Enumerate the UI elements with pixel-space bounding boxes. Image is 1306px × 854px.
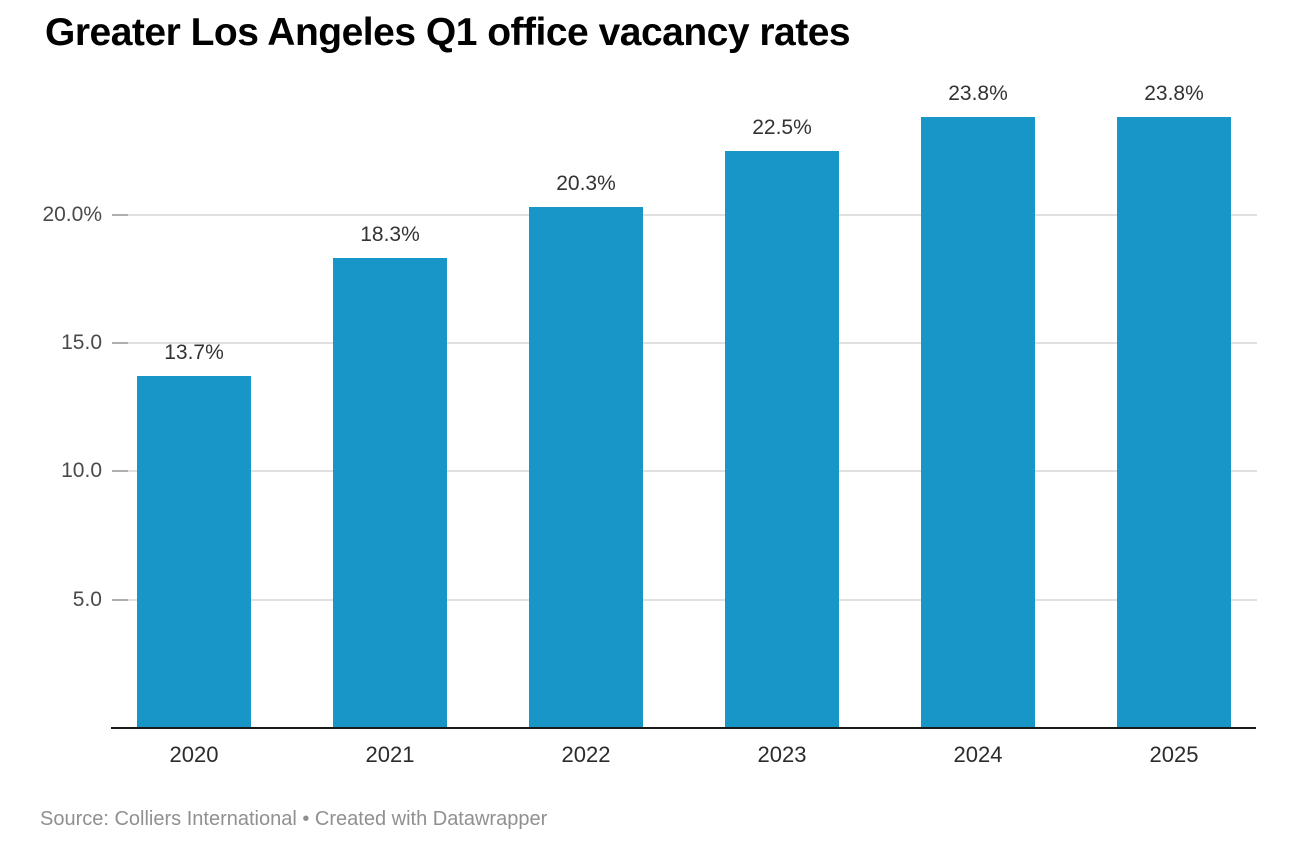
bar-value-label: 23.8%: [1144, 82, 1204, 106]
x-axis-label: 2023: [757, 742, 807, 767]
x-axis-label: 2024: [953, 742, 1003, 767]
bar: [725, 150, 839, 728]
bar-value-label: 18.3%: [360, 223, 420, 247]
bar-value-label: 22.5%: [752, 115, 812, 139]
y-axis-label: 5.0: [72, 587, 102, 611]
bar: [333, 258, 447, 728]
y-axis-label: 15.0: [61, 331, 102, 355]
x-axis-label: 2020: [169, 742, 219, 767]
y-axis-tick: [112, 213, 128, 216]
y-axis-tick: [112, 598, 128, 601]
bar-value-label: 20.3%: [556, 172, 616, 196]
chart-title: Greater Los Angeles Q1 office vacancy ra…: [45, 11, 851, 54]
x-axis-label: 2021: [365, 742, 415, 767]
y-axis-label: 10.0: [61, 459, 102, 483]
bar: [921, 117, 1035, 728]
x-axis-line: [111, 726, 1256, 729]
bar-value-label: 13.7%: [164, 341, 224, 365]
x-axis-label: 2025: [1149, 742, 1199, 767]
source-note: Source: Colliers International • Created…: [40, 808, 548, 830]
y-axis-label: 20.0%: [42, 202, 102, 226]
bar: [1117, 117, 1231, 728]
bar: [137, 376, 251, 728]
gridline: [112, 342, 1257, 345]
y-axis-tick: [112, 470, 128, 473]
gridline: [112, 598, 1257, 601]
x-axis-label: 2022: [561, 742, 611, 767]
y-axis-tick: [112, 342, 128, 345]
bar-value-label: 23.8%: [948, 82, 1008, 106]
gridline: [112, 213, 1257, 216]
bar: [529, 207, 643, 728]
gridline: [112, 470, 1257, 473]
